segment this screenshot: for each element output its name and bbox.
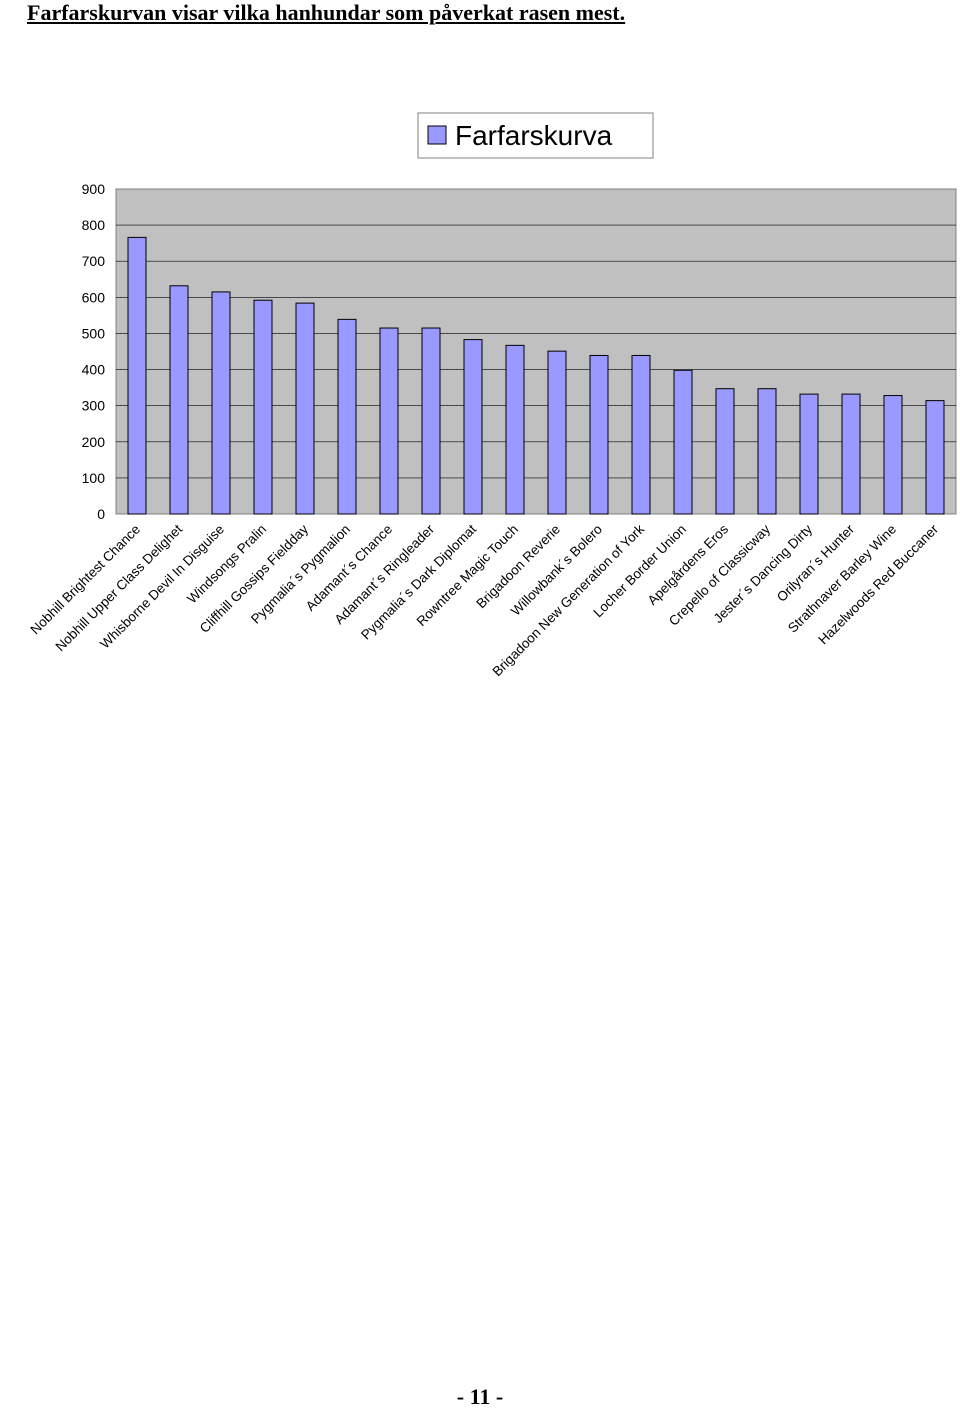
y-tick-label: 800 [82,217,106,233]
y-tick-label: 900 [82,181,106,197]
y-tick-label: 0 [97,506,105,522]
bar [253,299,273,515]
legend-frame [417,112,654,159]
plot-area [115,188,957,515]
y-axis-ticks: 0 100 200 300 400 500 600 700 800 900 [82,181,106,522]
bar [127,236,147,515]
y-tick-label: 100 [82,470,106,486]
legend-swatch [427,125,447,145]
chart-legend: Farfarskurva [417,112,654,159]
x-category-label: Orilyran´s Hunter [774,521,858,605]
y-tick-label: 400 [82,362,106,378]
y-tick-label: 600 [82,289,106,305]
bar [505,344,525,515]
bar [715,388,735,515]
bar [799,393,819,515]
page-number: - 11 - [456,1384,504,1409]
bar [673,369,693,515]
bar [589,354,609,515]
bar [379,327,399,515]
bar [631,354,651,515]
bar [841,393,861,515]
bar [337,318,357,515]
bar [421,327,441,515]
page-heading: Farfarskurvan visar vilka hanhundar som … [27,0,626,25]
y-tick-label: 500 [82,325,106,341]
x-category-label: Windsongs Pralin [184,522,269,607]
bar [295,302,315,515]
bar [925,400,945,515]
bar [463,339,483,515]
bar [211,291,231,515]
y-tick-label: 200 [82,434,106,450]
bar [883,395,903,515]
x-category-label: Brigadoon New Generation of York [490,521,648,679]
bar [757,388,777,515]
y-tick-label: 300 [82,398,106,414]
legend-label: Farfarskurva [455,120,613,151]
bar [169,285,189,515]
bar [547,350,567,515]
bars [127,236,945,515]
y-tick-label: 700 [82,253,106,269]
farfarskurva-bar-chart: Farfarskurva 0 100 200 300 400 500 600 700 800 90… [27,112,957,679]
